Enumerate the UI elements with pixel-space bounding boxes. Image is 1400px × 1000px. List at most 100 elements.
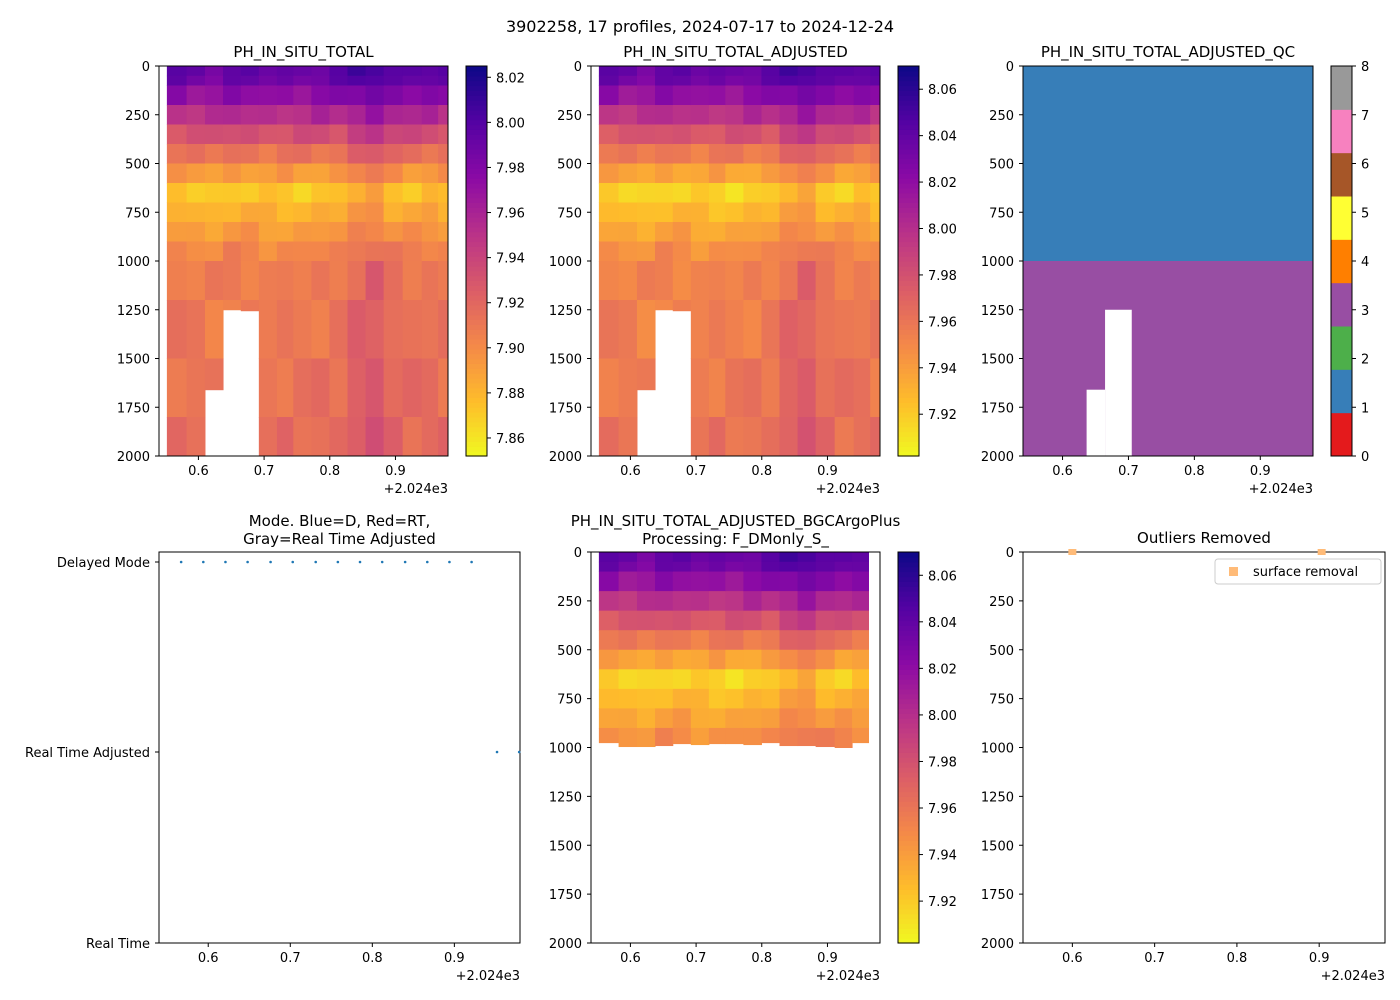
heatmap-cell bbox=[276, 202, 294, 223]
x-tick-label: 0.6 bbox=[620, 464, 641, 479]
heatmap-cell bbox=[438, 124, 449, 145]
colorbar-segment bbox=[466, 114, 487, 121]
heatmap-cell bbox=[636, 669, 656, 690]
heatmap-cell bbox=[725, 630, 744, 651]
colorbar-segment bbox=[898, 80, 919, 87]
heatmap-cell bbox=[672, 85, 692, 106]
heatmap-cell bbox=[438, 105, 449, 125]
y-tick-label: 0 bbox=[1006, 60, 1014, 75]
heatmap-cell bbox=[797, 300, 817, 359]
colorbar-segment bbox=[466, 314, 487, 321]
y-tick-label: 250 bbox=[125, 109, 150, 124]
heatmap-cell bbox=[743, 649, 762, 670]
heatmap-cell bbox=[293, 202, 312, 223]
colorbar-tick-label: 7.94 bbox=[928, 849, 957, 864]
heatmap-cell bbox=[655, 669, 674, 690]
heatmap-cell bbox=[672, 144, 692, 164]
heatmap-cell bbox=[258, 85, 278, 106]
heatmap-cell bbox=[708, 75, 726, 86]
heatmap-cell bbox=[725, 105, 744, 125]
heatmap-cell bbox=[815, 669, 836, 690]
colorbar-segment bbox=[898, 752, 919, 758]
heatmap-cell bbox=[598, 202, 620, 223]
heatmap-cell bbox=[761, 561, 781, 573]
colorbar-segment bbox=[898, 451, 919, 457]
colorbar-segment bbox=[898, 95, 919, 101]
colorbar-segment bbox=[898, 417, 919, 423]
y-tick-label: 2000 bbox=[981, 937, 1014, 952]
colorbar-segment bbox=[898, 70, 919, 77]
heatmap-cell bbox=[618, 75, 638, 86]
heatmap-cell bbox=[797, 163, 817, 184]
colorbar-segment bbox=[466, 300, 487, 306]
heatmap-cell bbox=[311, 222, 330, 242]
colorbar-segment bbox=[898, 850, 919, 856]
heatmap-cell bbox=[655, 241, 674, 262]
heatmap-cell bbox=[383, 241, 404, 262]
heatmap-cell bbox=[779, 300, 799, 359]
heatmap-cell bbox=[223, 124, 242, 145]
colorbar-segment bbox=[898, 378, 919, 384]
colorbar-segment bbox=[898, 635, 919, 641]
heatmap-cell bbox=[347, 202, 367, 223]
heatmap-cell bbox=[402, 358, 423, 418]
heatmap-cell bbox=[672, 669, 692, 690]
colorbar-segment bbox=[898, 732, 919, 739]
heatmap-cell bbox=[655, 183, 674, 203]
heatmap-cell bbox=[311, 417, 330, 457]
heatmap-cell bbox=[636, 241, 656, 262]
heatmap-cell bbox=[204, 300, 224, 359]
colorbar-segment bbox=[466, 197, 487, 204]
colorbar-tick-label: 8.04 bbox=[928, 616, 957, 631]
heatmap-cell bbox=[636, 261, 656, 301]
heatmap-cell bbox=[797, 144, 817, 164]
heatmap-cell bbox=[598, 85, 620, 106]
colorbar-segment bbox=[466, 70, 487, 77]
heatmap-cell bbox=[672, 708, 692, 729]
y-tick-label: 500 bbox=[557, 158, 582, 173]
heatmap-cell bbox=[618, 552, 638, 563]
heatmap-cell bbox=[725, 649, 744, 670]
colorbar-segment bbox=[898, 786, 919, 793]
heatmap-cell bbox=[438, 144, 449, 164]
y-tick-label: 1000 bbox=[981, 255, 1014, 270]
colorbar-segment bbox=[466, 446, 487, 452]
heatmap-cell bbox=[834, 649, 853, 670]
colorbar-segment bbox=[466, 431, 487, 438]
y-tick-label: 1250 bbox=[981, 790, 1014, 805]
heatmap-cell bbox=[329, 66, 349, 77]
heatmap-cell bbox=[655, 571, 674, 592]
heatmap-cell bbox=[761, 183, 781, 203]
colorbar-segment bbox=[898, 295, 919, 301]
heatmap-cell bbox=[655, 561, 674, 573]
colorbar-segment bbox=[898, 231, 919, 238]
heatmap-cell bbox=[708, 591, 726, 612]
outlier-point bbox=[1317, 549, 1326, 555]
heatmap-cell bbox=[258, 241, 278, 262]
x-tick-label: 0.8 bbox=[1184, 464, 1205, 479]
heatmap-cell bbox=[347, 124, 367, 145]
x-tick-label: 0.6 bbox=[198, 951, 219, 966]
colorbar-segment bbox=[466, 387, 487, 394]
heatmap-cell bbox=[779, 591, 799, 612]
heatmap-cell bbox=[761, 417, 781, 457]
colorbar-segment bbox=[898, 261, 919, 267]
colorbar-tick-label: 8.02 bbox=[928, 176, 957, 191]
colorbar-segment bbox=[898, 801, 919, 807]
heatmap-cell bbox=[618, 591, 638, 612]
colorbar-frame bbox=[897, 551, 920, 944]
heatmap-cell bbox=[293, 124, 312, 145]
mode-point bbox=[380, 560, 384, 564]
colorbar-segment bbox=[466, 261, 487, 267]
heatmap-cell bbox=[853, 261, 871, 301]
heatmap-cell bbox=[870, 261, 881, 301]
heatmap-cell bbox=[365, 66, 385, 77]
heatmap-cell bbox=[383, 417, 404, 457]
colorbar-segment bbox=[466, 231, 487, 238]
heatmap-cell bbox=[365, 105, 385, 125]
colorbar-segment bbox=[466, 270, 487, 277]
heatmap-cell bbox=[815, 85, 836, 106]
heatmap-cell bbox=[365, 241, 385, 262]
heatmap-cell bbox=[421, 417, 439, 457]
heatmap-cell bbox=[311, 358, 330, 418]
